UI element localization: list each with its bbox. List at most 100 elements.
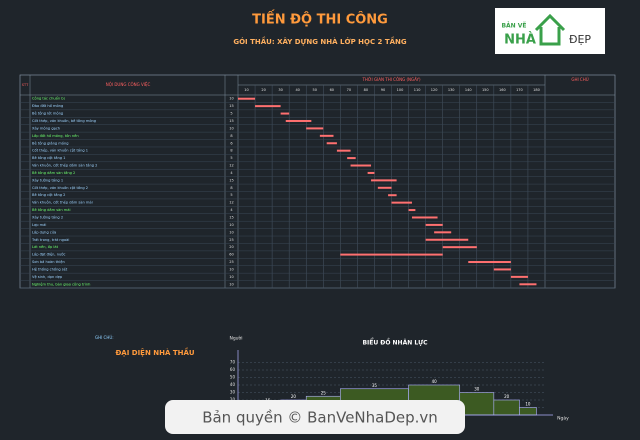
task-days: 25 <box>229 260 233 264</box>
task-name: Lấp đất hố móng, tôn nền <box>32 134 79 138</box>
task-name: Công tác chuẩn bị <box>32 96 65 101</box>
day-tick-label: 140 <box>465 88 472 92</box>
header-text: GHI CHÚ <box>571 77 588 82</box>
task-bar <box>280 112 290 115</box>
task-name: Nghiệm thu, bàn giao công trình <box>32 282 90 286</box>
watermark-box <box>165 400 465 434</box>
day-tick-label: 20 <box>261 88 265 92</box>
task-days: 5 <box>230 112 232 116</box>
task-bar <box>255 105 281 108</box>
task-name: Cốt thép, ván khuôn, bê tông móng <box>32 119 96 123</box>
labor-bar <box>493 399 520 416</box>
task-bar <box>388 194 397 197</box>
day-tick-label: 160 <box>499 88 506 92</box>
labor-value-label: 10 <box>525 402 531 407</box>
y-axis-label: Người <box>229 335 242 342</box>
task-days: 4 <box>230 171 233 175</box>
task-bar <box>340 253 443 256</box>
task-days: 6 <box>230 141 232 145</box>
task-days: 15 <box>229 104 233 108</box>
subtitle: GÓI THẦU: XÂY DỰNG NHÀ LỚP HỌC 2 TẦNG <box>233 36 407 46</box>
task-name: Bê tông dầm sàn tầng 2 <box>32 171 75 175</box>
task-name: Cốt thép, ván khuôn cột tầng 2 <box>32 186 88 190</box>
task-name: Bê tông cột tầng 2 <box>32 193 65 197</box>
task-name: Xây tường tầng 1 <box>32 178 63 182</box>
task-name: Trát trong, trát ngoài <box>31 238 69 242</box>
task-name: Lắp dựng cửa <box>32 229 56 234</box>
task-bar <box>319 134 334 137</box>
task-bar <box>367 171 375 174</box>
day-tick-label: 30 <box>278 88 282 92</box>
labor-value-label: 20 <box>291 394 297 399</box>
task-days: 12 <box>229 164 233 168</box>
day-tick-label: 110 <box>414 88 421 92</box>
schedule-table: STT NỘI DUNG CÔNG VIỆC THỜI GIAN THI CÔNG … <box>19 74 616 289</box>
task-name: Lắp đặt điện, nước <box>32 252 65 257</box>
task-bar <box>326 142 337 145</box>
logo-house <box>534 13 566 46</box>
task-name: Vệ sinh, dọn dẹp <box>32 275 63 279</box>
task-name: Cốt thép, ván khuôn cột tầng 1 <box>32 149 88 153</box>
day-tick-label: 90 <box>381 88 385 92</box>
task-bar <box>371 179 397 182</box>
task-bar <box>411 216 438 219</box>
labor-value-label: 20 <box>504 394 510 399</box>
task-days: 15 <box>229 215 233 219</box>
task-days: 10 <box>229 223 233 227</box>
task-bar <box>347 157 356 160</box>
task-name: Ván khuôn, cốt thép dầm sàn mái <box>32 201 93 205</box>
labor-value-label: 35 <box>372 383 378 388</box>
task-name: Ván khuôn, cốt thép dầm sàn tầng 2 <box>32 164 97 168</box>
contractor-sign: ĐẠI DIỆN NHÀ THẦU <box>115 347 194 357</box>
y-tick-label: 20 <box>230 397 236 402</box>
task-bar <box>510 275 528 278</box>
note-label: GHI CHÚ: <box>95 335 114 340</box>
watermark-text: Bản quyền © BanVeNhaDep.vn <box>202 409 438 427</box>
task-bar <box>238 97 256 100</box>
task-name: Xây móng gạch <box>32 126 60 130</box>
header-text: NỘI DUNG CÔNG VIỆC <box>106 82 151 87</box>
task-name: Bê tông giằng móng <box>32 140 69 145</box>
day-tick-label: 130 <box>448 88 455 92</box>
y-tick-label: 50 <box>230 375 236 380</box>
task-days: 8 <box>230 186 232 190</box>
watermark: Bản quyền © BanVeNhaDep.vn <box>165 400 465 434</box>
task-name: Sơn bả hoàn thiện <box>32 260 65 264</box>
logo-text: NHÀ <box>504 32 536 48</box>
day-tick-label: 10 <box>244 88 248 92</box>
task-days: 5 <box>230 193 232 197</box>
task-days: 10 <box>229 230 233 234</box>
y-tick-label: 60 <box>230 367 236 372</box>
logo-text: ĐẸP <box>569 33 591 46</box>
task-name: Bê tông cột tầng 1 <box>32 156 65 160</box>
task-bar <box>306 127 324 130</box>
task-bar <box>468 261 511 264</box>
task-bar <box>425 223 443 226</box>
day-tick-label: 70 <box>347 88 351 92</box>
labor-bar <box>519 407 537 416</box>
day-tick-label: 150 <box>482 88 489 92</box>
labor-value-label: 25 <box>321 390 327 395</box>
task-bar <box>285 119 312 122</box>
labor-value-label: 30 <box>474 387 480 392</box>
header-text: STT <box>22 83 29 87</box>
task-days: 12 <box>229 201 233 205</box>
task-name: Bê tông dầm sàn mái <box>32 208 70 212</box>
day-tick-label: 50 <box>313 88 317 92</box>
logo-text: BẢN VẼ <box>501 22 526 30</box>
task-bar <box>408 209 416 212</box>
x-axis-label: Ngày <box>557 415 569 422</box>
task-bar <box>442 246 477 249</box>
task-bar <box>377 186 392 189</box>
task-days: 20 <box>229 245 233 249</box>
task-days: 15 <box>229 119 233 123</box>
task-name: Lợp mái <box>32 223 46 227</box>
task-days: 15 <box>229 178 233 182</box>
task-days: 8 <box>230 149 232 153</box>
y-tick-label: 30 <box>230 390 236 395</box>
y-tick-label: 70 <box>230 360 236 365</box>
day-tick-label: 80 <box>364 88 368 92</box>
day-tick-label: 120 <box>431 88 438 92</box>
y-tick-label: 40 <box>230 382 236 387</box>
task-days: 60 <box>229 253 233 257</box>
